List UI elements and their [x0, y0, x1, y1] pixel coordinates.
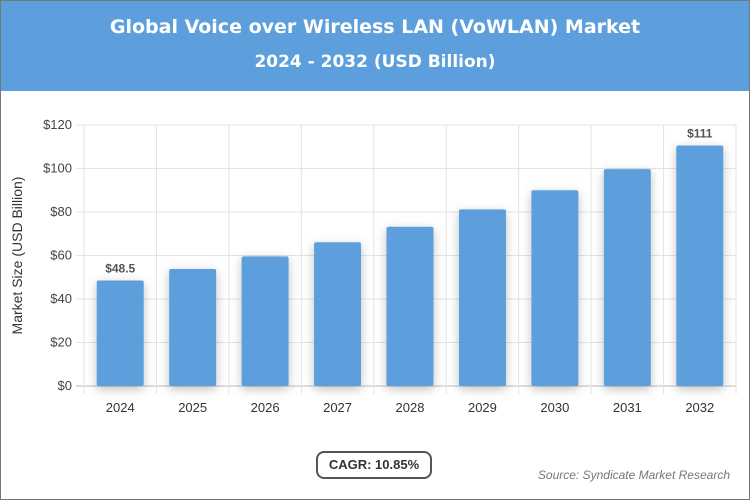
bar-2032 [676, 145, 724, 386]
bar-2030 [531, 190, 579, 386]
x-tick-label: 2029 [468, 400, 497, 415]
bar-2027 [314, 242, 362, 386]
bar-2029 [458, 209, 506, 386]
x-tick-label: 2026 [251, 400, 280, 415]
y-tick-label: $40 [50, 291, 72, 306]
cagr-badge: CAGR: 10.85% [316, 451, 432, 479]
data-label: $48.5 [105, 262, 135, 276]
y-tick-label: $120 [43, 117, 72, 132]
source-note: Source: Syndicate Market Research [537, 468, 730, 482]
y-tick-label: $20 [50, 335, 72, 350]
y-tick-label: $100 [43, 161, 72, 176]
y-axis-label: Market Size (USD Billion) [9, 177, 25, 335]
x-tick-label: 2032 [685, 400, 714, 415]
chart-title: Global Voice over Wireless LAN (VoWLAN) … [109, 16, 641, 38]
x-tick-label: 2025 [178, 400, 207, 415]
x-tick-label: 2027 [323, 400, 352, 415]
data-label: $111 [687, 126, 713, 140]
chart-subtitle: 2024 - 2032 (USD Billion) [254, 52, 496, 72]
bar-2024 [96, 280, 144, 386]
x-tick-label: 2030 [540, 400, 569, 415]
y-tick-label: $0 [58, 378, 72, 393]
y-tick-label: $80 [50, 204, 72, 219]
bar-2031 [603, 169, 651, 386]
bar-2028 [386, 226, 434, 386]
x-tick-label: 2024 [106, 400, 135, 415]
bar-2025 [169, 268, 217, 386]
x-tick-label: 2031 [613, 400, 642, 415]
x-tick-label: 2028 [396, 400, 425, 415]
y-tick-label: $60 [50, 248, 72, 263]
chart-header: Global Voice over Wireless LAN (VoWLAN) … [1, 1, 749, 91]
bar-2026 [241, 256, 289, 386]
